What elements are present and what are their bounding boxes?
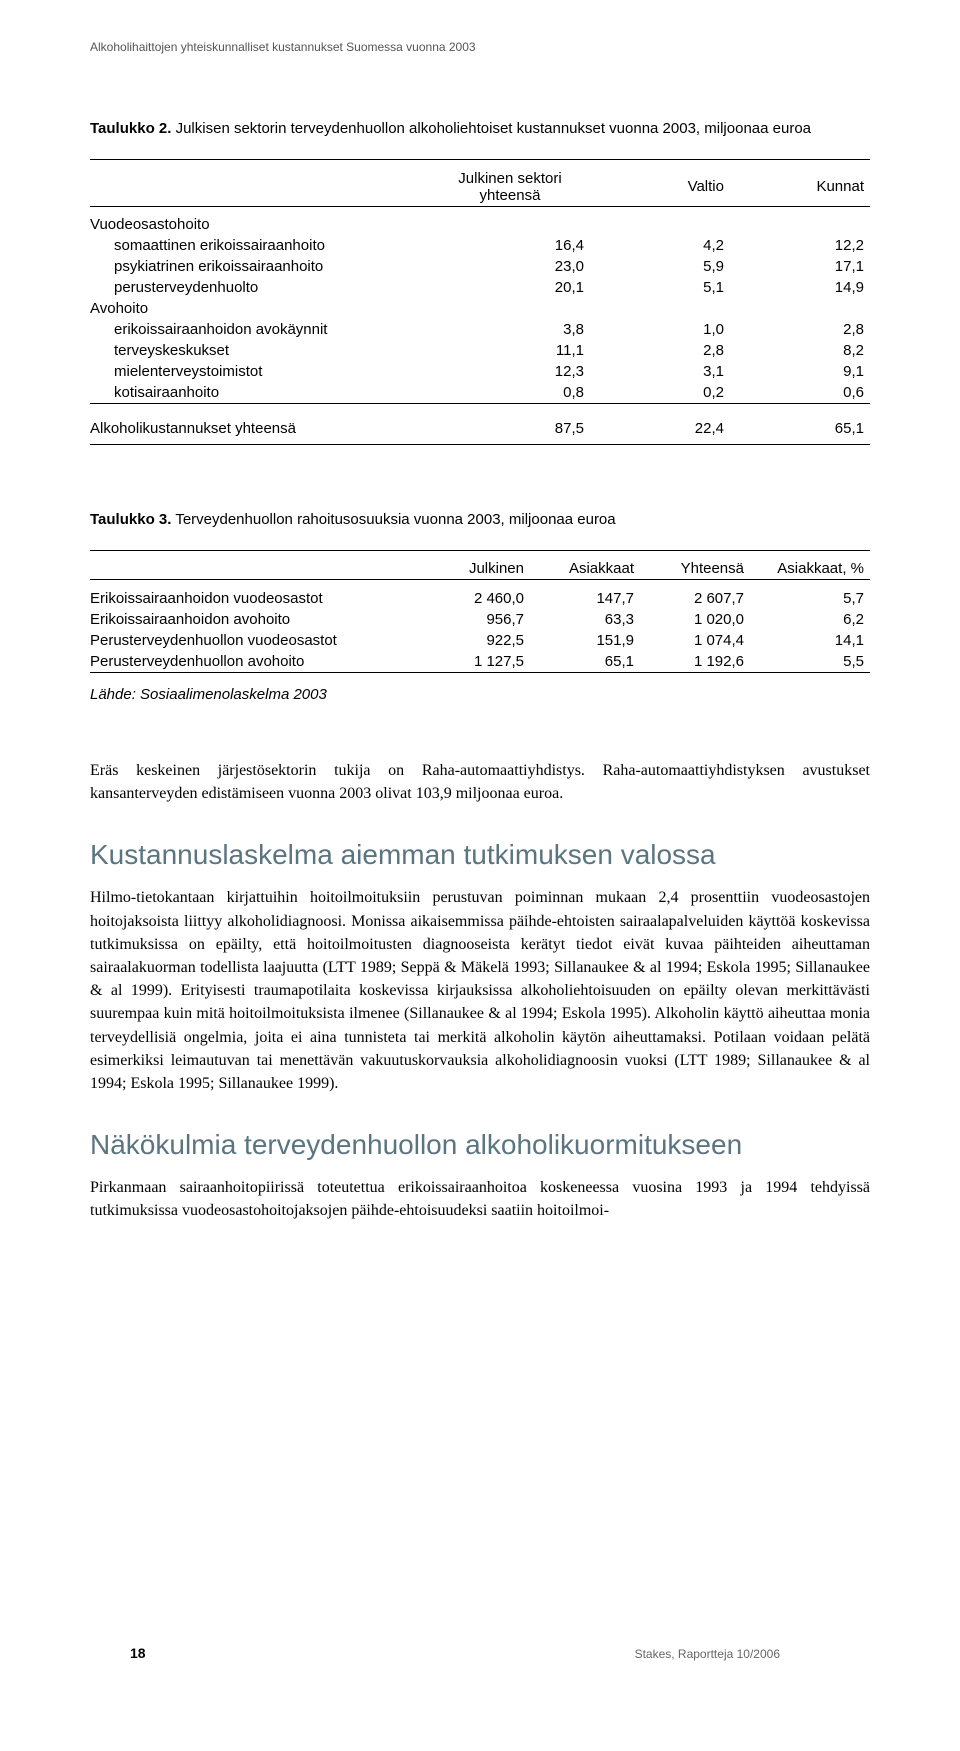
table-row: Perusterveydenhuollon vuodeosastot922,51… bbox=[90, 630, 870, 651]
table-3-block: Taulukko 3. Terveydenhuollon rahoitusosu… bbox=[90, 509, 870, 704]
section-heading-2: Kustannuslaskelma aiemman tutkimuksen va… bbox=[90, 837, 870, 872]
table-2-col1: Julkinen sektori yhteensä bbox=[430, 168, 590, 207]
table-2-block: Taulukko 2. Julkisen sektorin terveydenh… bbox=[90, 118, 870, 453]
group-label: Vuodeosastohoito bbox=[90, 214, 430, 235]
table-3-header: Julkinen Asiakkaat Yhteensä Asiakkaat, % bbox=[90, 558, 870, 580]
table-row: Erikoissairaanhoidon avohoito956,763,31 … bbox=[90, 609, 870, 630]
table-row: Vuodeosastohoito bbox=[90, 214, 870, 235]
table-row: mielenterveystoimistot12,33,19,1 bbox=[90, 361, 870, 382]
table-3-title-bold: Taulukko 3. bbox=[90, 511, 171, 528]
table-row: erikoissairaanhoidon avokäynnit3,81,02,8 bbox=[90, 319, 870, 340]
table-row: psykiatrinen erikoissairaanhoito23,05,91… bbox=[90, 256, 870, 277]
table-row: Erikoissairaanhoidon vuodeosastot2 460,0… bbox=[90, 588, 870, 609]
table-2-title: Taulukko 2. Julkisen sektorin terveydenh… bbox=[90, 118, 870, 139]
table-2-total: Alkoholikustannukset yhteensä87,522,465,… bbox=[90, 418, 870, 439]
table-row: kotisairaanhoito0,80,20,6 bbox=[90, 382, 870, 404]
table-row: terveyskeskukset11,12,88,2 bbox=[90, 340, 870, 361]
section-3-para: Pirkanmaan sairaanhoitopiirissä toteutet… bbox=[90, 1176, 870, 1222]
section-heading-3: Näkökulmia terveydenhuollon alkoholi­kuo… bbox=[90, 1127, 870, 1162]
table-2-col2: Valtio bbox=[590, 168, 730, 207]
table-3-title: Taulukko 3. Terveydenhuollon rahoitusosu… bbox=[90, 509, 870, 530]
table-3-title-rest: Terveydenhuollon rahoitusosuuksia vuonna… bbox=[171, 511, 615, 528]
table-3-source: Lähde: Sosiaalimenolaskelma 2003 bbox=[90, 686, 870, 703]
page-number: 18 bbox=[130, 1645, 146, 1661]
table-2-header: Julkinen sektori yhteensä Valtio Kunnat bbox=[90, 168, 870, 207]
table-2-title-bold: Taulukko 2. bbox=[90, 120, 171, 137]
table-row: perusterveydenhuolto20,15,114,9 bbox=[90, 277, 870, 298]
group-label: Avohoito bbox=[90, 298, 430, 319]
footer-publication: Stakes, Raportteja 10/2006 bbox=[635, 1647, 780, 1661]
table-row: Perusterveydenhuollon avohoito1 127,565,… bbox=[90, 651, 870, 673]
table-row: somaattinen erikoissairaanhoito16,44,212… bbox=[90, 235, 870, 256]
table-2-col3: Kunnat bbox=[730, 168, 870, 207]
paragraph-1: Eräs keskeinen järjestösektorin tukija o… bbox=[90, 759, 870, 805]
table-2-title-rest: Julkisen sektorin terveydenhuollon alkoh… bbox=[171, 120, 811, 137]
section-2-para: Hilmo-tietokantaan kirjattuihin hoitoilm… bbox=[90, 886, 870, 1095]
running-header: Alkoholihaittojen yhteiskunnalliset kust… bbox=[90, 40, 870, 54]
table-2: Julkinen sektori yhteensä Valtio Kunnat … bbox=[90, 159, 870, 453]
table-3: Julkinen Asiakkaat Yhteensä Asiakkaat, %… bbox=[90, 550, 870, 681]
table-row: Avohoito bbox=[90, 298, 870, 319]
